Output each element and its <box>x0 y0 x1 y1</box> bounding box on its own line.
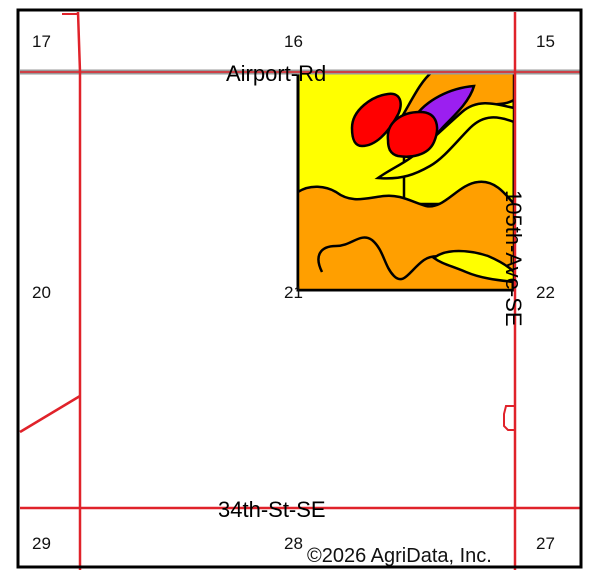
section-17-label: 17 <box>32 32 51 51</box>
section-29-label: 29 <box>32 534 51 553</box>
map-border <box>16 8 583 569</box>
34th-st-label: 34th-St-SE <box>218 497 326 522</box>
section-15-label: 15 <box>536 32 555 51</box>
section-22-label: 22 <box>536 283 555 302</box>
section-21-label: 21 <box>284 283 303 302</box>
section-20-label: 20 <box>32 283 51 302</box>
airport-road-label: Airport-Rd <box>226 61 326 86</box>
section-16-label: 16 <box>284 32 303 51</box>
diagonal-road-line <box>19 394 81 434</box>
soil-field <box>296 70 516 292</box>
road-network <box>19 11 580 570</box>
section-labels: 17 16 15 20 21 22 29 28 27 <box>32 32 555 553</box>
soil-zone-red-left <box>350 92 402 148</box>
road-labels: Airport-Rd 34th-St-SE 105th-Ave-SE <box>218 61 526 522</box>
section-27-label: 27 <box>536 534 555 553</box>
copyright-text: ©2026 AgriData, Inc. <box>307 545 492 567</box>
driveway-loop <box>503 405 515 431</box>
soil-zone-red-right <box>386 110 439 158</box>
105th-ave-label: 105th-Ave-SE <box>501 190 526 327</box>
west-road-line <box>76 11 82 570</box>
section-28-label: 28 <box>284 534 303 553</box>
